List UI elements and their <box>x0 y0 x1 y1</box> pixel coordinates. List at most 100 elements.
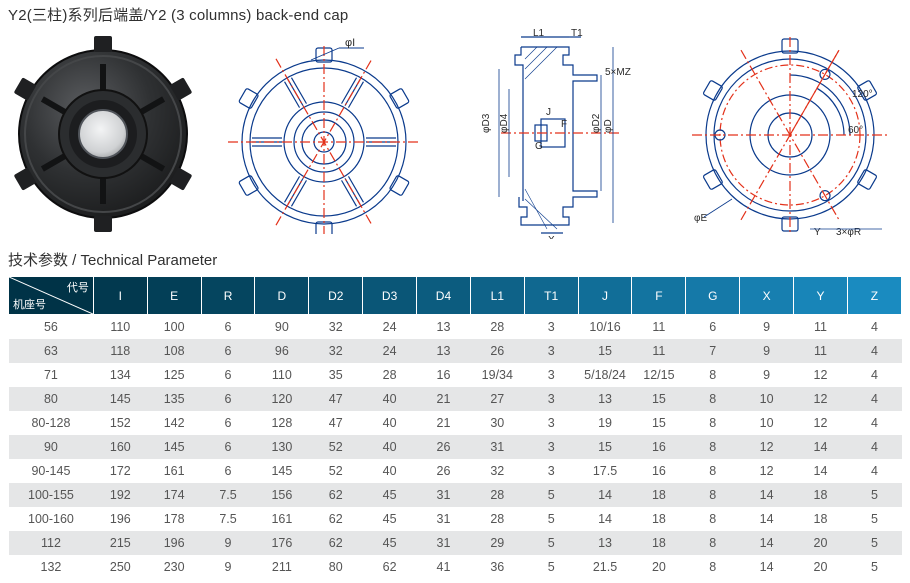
table-cell: 145 <box>147 435 201 459</box>
table-cell: 62 <box>309 483 363 507</box>
table-cell: 135 <box>147 387 201 411</box>
table-cell: 45 <box>363 531 417 555</box>
table-row: 8014513561204740212731315810124 <box>9 387 902 411</box>
col-header: Z <box>847 277 901 315</box>
table-cell: 14 <box>740 507 794 531</box>
table-cell: 13 <box>578 387 632 411</box>
table-row: 71134125611035281619/3435/18/2412/158912… <box>9 363 902 387</box>
table-cell: 10/16 <box>578 315 632 339</box>
table-cell: 18 <box>794 507 848 531</box>
table-cell: 112 <box>9 531 94 555</box>
table-cell: 3 <box>524 459 578 483</box>
table-cell: 8 <box>686 435 740 459</box>
col-header: F <box>632 277 686 315</box>
table-cell: 132 <box>9 555 94 579</box>
table-cell: 9 <box>740 363 794 387</box>
table-cell: 110 <box>93 315 147 339</box>
table-cell: 30 <box>470 411 524 435</box>
table-cell: 62 <box>309 507 363 531</box>
table-cell: 5/18/24 <box>578 363 632 387</box>
table-cell: 152 <box>93 411 147 435</box>
table-cell: 3 <box>524 315 578 339</box>
table-cell: 15 <box>632 411 686 435</box>
table-cell: 176 <box>255 531 309 555</box>
table-cell: 96 <box>255 339 309 363</box>
table-cell: 5 <box>524 531 578 555</box>
label-X: X <box>548 235 555 239</box>
label-60: 60° <box>848 125 863 136</box>
table-cell: 10 <box>740 411 794 435</box>
table-cell: 145 <box>255 459 309 483</box>
table-cell: 32 <box>309 339 363 363</box>
table-cell: 18 <box>794 483 848 507</box>
table-cell: 4 <box>847 387 901 411</box>
table-cell: 192 <box>93 483 147 507</box>
table-cell: 63 <box>9 339 94 363</box>
table-cell: 160 <box>93 435 147 459</box>
table-cell: 9 <box>740 339 794 363</box>
label-phiD4: φD4 <box>499 113 510 133</box>
table-row: 5611010069032241328310/161169114 <box>9 315 902 339</box>
table-cell: 4 <box>847 363 901 387</box>
table-cell: 31 <box>470 435 524 459</box>
table-cell: 11 <box>794 315 848 339</box>
label-120: 120° <box>852 89 873 100</box>
table-cell: 14 <box>794 435 848 459</box>
col-header: Y <box>794 277 848 315</box>
table-cell: 47 <box>309 411 363 435</box>
table-cell: 52 <box>309 435 363 459</box>
table-cell: 35 <box>309 363 363 387</box>
table-cell: 6 <box>201 363 255 387</box>
table-cell: 80-128 <box>9 411 94 435</box>
table-cell: 100 <box>147 315 201 339</box>
table-cell: 17.5 <box>578 459 632 483</box>
table-cell: 14 <box>794 459 848 483</box>
table-cell: 8 <box>686 507 740 531</box>
label-T1: T1 <box>571 29 583 39</box>
table-cell: 4 <box>847 315 901 339</box>
table-row: 132250230921180624136521.520814205 <box>9 555 902 579</box>
table-cell: 178 <box>147 507 201 531</box>
table-cell: 8 <box>686 555 740 579</box>
table-cell: 7.5 <box>201 507 255 531</box>
table-cell: 19/34 <box>470 363 524 387</box>
table-cell: 3 <box>524 387 578 411</box>
table-cell: 16 <box>632 459 686 483</box>
table-cell: 8 <box>686 387 740 411</box>
table-cell: 15 <box>578 339 632 363</box>
table-cell: 161 <box>147 459 201 483</box>
table-cell: 24 <box>363 315 417 339</box>
table-cell: 52 <box>309 459 363 483</box>
table-cell: 13 <box>578 531 632 555</box>
table-cell: 128 <box>255 411 309 435</box>
table-cell: 6 <box>201 339 255 363</box>
col-header: D2 <box>309 277 363 315</box>
table-cell: 18 <box>632 483 686 507</box>
table-cell: 172 <box>93 459 147 483</box>
table-cell: 20 <box>794 531 848 555</box>
table-cell: 6 <box>201 411 255 435</box>
label-phiI: φI <box>345 37 355 49</box>
header-code-label: 代号 <box>67 279 89 295</box>
table-cell: 6 <box>201 435 255 459</box>
table-cell: 19 <box>578 411 632 435</box>
table-cell: 32 <box>470 459 524 483</box>
table-cell: 26 <box>417 459 471 483</box>
table-cell: 45 <box>363 507 417 531</box>
table-cell: 29 <box>470 531 524 555</box>
table-cell: 31 <box>417 531 471 555</box>
table-cell: 5 <box>524 555 578 579</box>
col-header: D3 <box>363 277 417 315</box>
table-cell: 8 <box>686 459 740 483</box>
table-cell: 5 <box>524 483 578 507</box>
table-cell: 21 <box>417 411 471 435</box>
col-header-frame: 代号机座号 <box>9 277 94 315</box>
table-cell: 5 <box>524 507 578 531</box>
table-cell: 196 <box>93 507 147 531</box>
table-cell: 130 <box>255 435 309 459</box>
table-cell: 90-145 <box>9 459 94 483</box>
table-cell: 14 <box>740 555 794 579</box>
table-cell: 40 <box>363 459 417 483</box>
table-cell: 28 <box>470 483 524 507</box>
table-cell: 14 <box>578 483 632 507</box>
